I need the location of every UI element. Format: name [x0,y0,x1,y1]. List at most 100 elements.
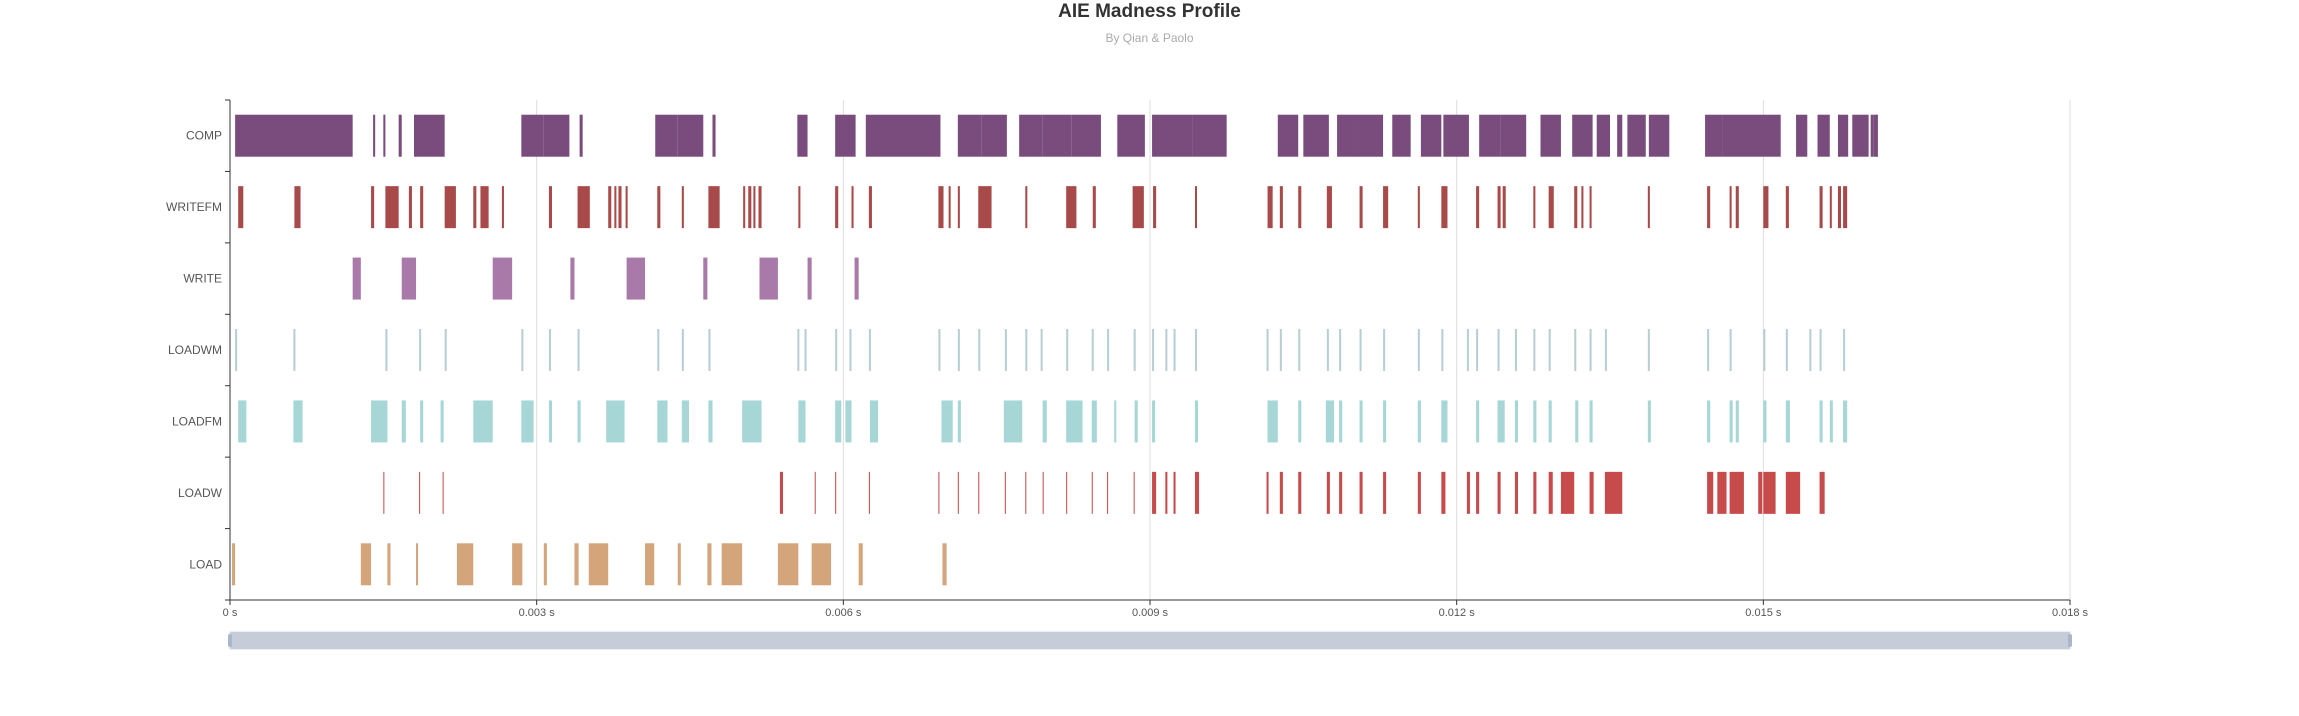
bar-loadwm [1417,329,1420,371]
bar-loadfm [577,400,581,443]
bar-writefm [608,186,612,229]
bar-comp [677,114,704,157]
bar-loadwm [419,329,422,371]
bar-load [707,543,712,586]
bar-writefm [1476,186,1480,229]
zoom-handle-end[interactable] [2068,634,2072,647]
bar-loadwm [1359,329,1362,371]
bar-writefm [1647,186,1650,229]
category-label-writefm: WRITEFM [166,200,222,214]
bar-loadfm [606,400,625,443]
bar-writefm [1497,186,1501,229]
bar-writefm [1383,186,1389,229]
bar-loadwm [1441,329,1444,371]
bar-loadw [1383,471,1387,514]
bar-comp [1648,114,1670,157]
bar-loadfm [681,400,689,443]
zoom-selected-range[interactable] [230,632,2070,649]
bar-writefm [577,186,590,229]
bar-writefm [657,186,661,229]
bar-loadw [835,471,837,514]
bar-writefm [238,186,244,229]
bar-comp [1617,114,1623,157]
bar-writefm [851,186,854,229]
bar-writefm [978,186,992,229]
bar-loadwm [1266,329,1269,371]
bar-loadfm [835,400,842,443]
bar-loadw [1279,471,1283,514]
bar-loadw [1548,471,1553,514]
bar-writefm [501,186,504,229]
bar-loadw [1133,471,1135,514]
bar-writefm [1153,186,1157,229]
x-tick-label: 0 s [223,607,238,619]
zoom-handle-start[interactable] [228,634,232,647]
bar-load [416,543,419,586]
bar-comp [957,114,982,157]
bar-comp [1540,114,1561,157]
bar-loadw [978,471,980,514]
bar-loadfm [657,400,668,443]
bar-loadfm [1843,400,1848,443]
bar-comp [1705,114,1723,157]
bar-writefm [938,186,944,229]
bar-loadw [1785,471,1801,514]
bar-loadfm [1066,400,1083,443]
bar-loadfm [1042,400,1047,443]
bar-comp [579,114,583,157]
bar-comp [1479,114,1501,157]
data-zoom-slider[interactable] [228,631,2072,650]
bar-loadw [1091,471,1093,514]
bar-loadfm [1763,400,1767,443]
bar-loadfm [1152,400,1156,443]
bar-loadfm [1114,400,1117,443]
bar-loadwm [444,329,447,371]
bar-writefm [1581,186,1584,229]
bar-loadfm [1514,400,1518,443]
bar-writefm [957,186,960,229]
bar-write [492,257,513,300]
bar-loadw [1417,471,1421,514]
bar-loadw [1707,471,1714,514]
bar-writefm [1837,186,1842,229]
bar-writefm [1785,186,1789,229]
bar-comp [1392,114,1411,157]
bar-loadfm [1194,400,1199,443]
bar-writefm [385,186,399,229]
x-tick-label: 0.012 s [1439,607,1476,619]
bar-loadw [419,471,421,514]
bar-loadwm [978,329,981,371]
bar-writefm [748,186,752,229]
bar-comp [1357,114,1384,157]
bar-load [512,543,523,586]
bar-loadwm [1707,329,1710,371]
bar-loadfm [1785,400,1790,443]
bar-loadfm [1548,400,1552,443]
bar-loadw [1152,471,1157,514]
bar-loadwm [1091,329,1094,371]
bar-comp [1420,114,1442,157]
bar-writefm [948,186,951,229]
category-label-loadwm: LOADWM [168,343,222,357]
bar-writefm [473,186,477,229]
bar-loadw [868,471,870,514]
bar-loadfm [1267,400,1278,443]
bar-load [645,543,655,586]
bar-comp [383,114,386,157]
bar-loadwm [1165,329,1168,371]
bar-loadfm [1533,400,1537,443]
x-tick-label: 0.006 s [825,607,862,619]
bar-loadw [1173,471,1176,514]
bar-load [811,543,832,586]
bar-loadw [1589,471,1594,514]
bar-loadw [1266,471,1269,514]
bar-loadfm [1829,400,1833,443]
bar-comp [543,114,570,157]
bar-write [807,257,812,300]
bar-writefm [625,186,628,229]
bar-load [232,543,236,586]
bar-comp [1337,114,1358,157]
bar-writefm [681,186,684,229]
bar-loadwm [1040,329,1043,371]
category-label-load: LOAD [189,557,222,571]
